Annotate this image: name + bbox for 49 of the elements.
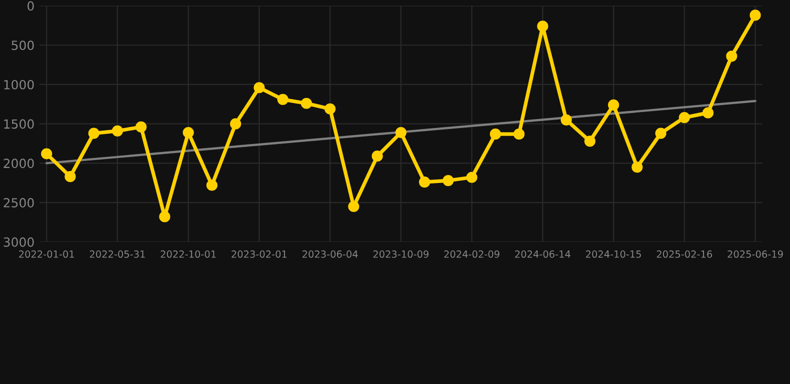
y-tick-label: 2500 (4, 198, 34, 208)
point (112, 125, 124, 136)
point (136, 121, 147, 133)
point (513, 128, 525, 140)
point (300, 98, 312, 109)
point (324, 103, 336, 114)
point (348, 200, 360, 212)
point (372, 150, 383, 162)
point (678, 112, 690, 124)
point (608, 99, 620, 111)
point (490, 128, 501, 140)
point (726, 50, 738, 62)
point (41, 148, 52, 160)
point (418, 176, 430, 188)
x-tick-label: 2024-06-14 (515, 250, 570, 258)
point (395, 126, 406, 138)
y-tick-label: 500 (12, 40, 34, 50)
x-tick-label: 2023-06-04 (302, 250, 358, 258)
point (64, 171, 76, 182)
point (159, 211, 170, 222)
x-tick-label: 2022-10-01 (160, 250, 216, 258)
point (584, 136, 596, 147)
point (206, 180, 218, 191)
point (277, 94, 288, 105)
point (442, 174, 454, 186)
x-tick-label: 2022-05-31 (90, 250, 145, 258)
x-tick-label: 2023-10-09 (373, 250, 428, 258)
point (88, 128, 100, 139)
y-tick-label: 2000 (4, 158, 34, 168)
y-tick-label: 0 (28, 1, 34, 11)
x-tick-label: 2024-10-15 (586, 250, 641, 258)
point (254, 82, 265, 94)
point (230, 118, 242, 130)
point (702, 107, 714, 118)
point (750, 10, 761, 21)
point (632, 162, 643, 173)
point (655, 128, 666, 139)
x-tick-label: 2023-02-01 (232, 250, 287, 258)
y-tick-label: 1500 (4, 119, 34, 129)
point (537, 20, 548, 32)
x-tick-label: 2025-06-19 (728, 250, 783, 258)
y-tick-label: 3000 (4, 237, 34, 247)
x-tick-label: 2025-02-16 (656, 250, 712, 258)
x-tick-label: 2022-01-01 (19, 250, 74, 258)
x-tick-label: 2024-02-09 (444, 250, 500, 258)
y-tick-label: 1000 (4, 80, 34, 90)
point (182, 126, 194, 138)
point (560, 114, 572, 126)
point (466, 172, 478, 183)
